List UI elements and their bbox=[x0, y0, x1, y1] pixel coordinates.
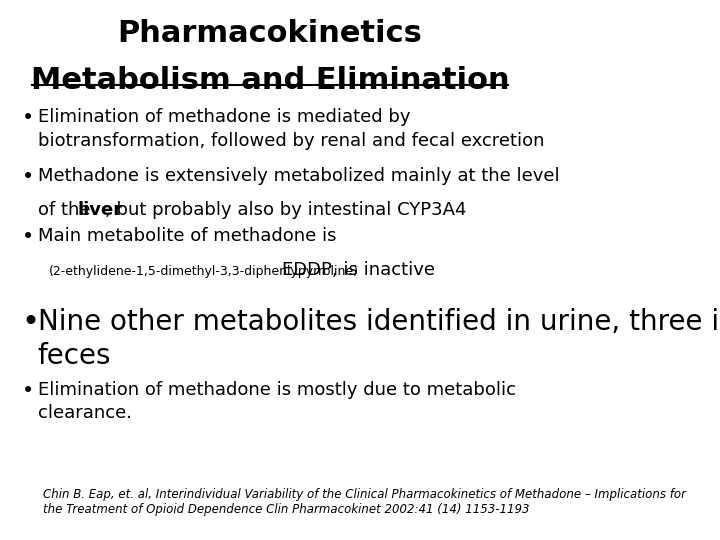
Text: •: • bbox=[22, 308, 40, 337]
Text: Elimination of methadone is mostly due to metabolic
clearance.: Elimination of methadone is mostly due t… bbox=[38, 381, 516, 422]
Text: , but probably also by intestinal CYP3A4: , but probably also by intestinal CYP3A4 bbox=[105, 201, 467, 219]
Text: Methadone is extensively metabolized mainly at the level: Methadone is extensively metabolized mai… bbox=[38, 167, 559, 185]
Text: (2-ethylidene-1,5-dimethyl-3,3-diphenlypyrroline): (2-ethylidene-1,5-dimethyl-3,3-diphenlyp… bbox=[49, 265, 359, 278]
Text: Main metabolite of methadone is: Main metabolite of methadone is bbox=[38, 227, 336, 245]
Text: •: • bbox=[22, 108, 34, 128]
Text: Elimination of methadone is mediated by
biotransformation, followed by renal and: Elimination of methadone is mediated by … bbox=[38, 108, 544, 150]
Text: EDDP, is inactive: EDDP, is inactive bbox=[282, 261, 435, 279]
Text: Metabolism and Elimination: Metabolism and Elimination bbox=[31, 66, 510, 95]
Text: •: • bbox=[22, 167, 34, 187]
Text: Chin B. Eap, et. al, Interindividual Variability of the Clinical Pharmacokinetic: Chin B. Eap, et. al, Interindividual Var… bbox=[43, 488, 686, 516]
Text: Nine other metabolites identified in urine, three in
feces: Nine other metabolites identified in uri… bbox=[38, 308, 720, 370]
Text: of the: of the bbox=[38, 201, 96, 219]
Text: •: • bbox=[22, 227, 34, 247]
Text: liver: liver bbox=[77, 201, 122, 219]
Text: •: • bbox=[22, 381, 34, 401]
Text: Pharmacokinetics: Pharmacokinetics bbox=[117, 19, 423, 48]
